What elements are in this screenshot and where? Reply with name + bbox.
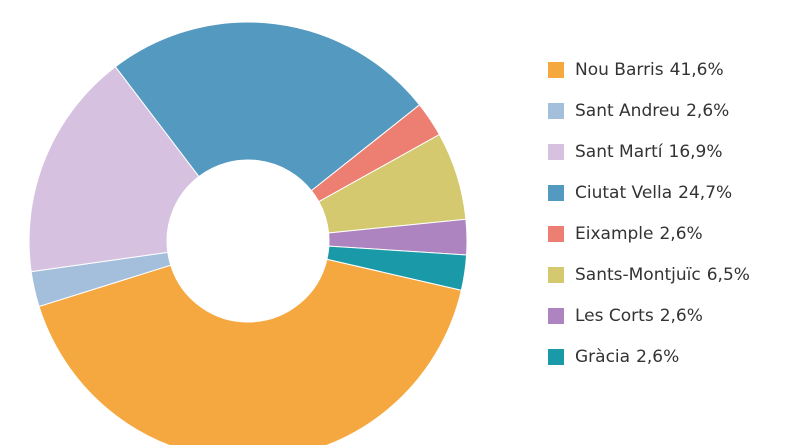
legend-name: Nou Barris bbox=[575, 60, 664, 80]
legend-name: Sant Martí bbox=[575, 142, 664, 162]
legend-label: Sants-Montjuïc 6,5% bbox=[575, 265, 750, 285]
legend-value: 2,6% bbox=[636, 347, 679, 367]
legend-label: Eixample 2,6% bbox=[575, 224, 703, 244]
legend-name: Sants-Montjuïc bbox=[575, 265, 701, 285]
legend-label: Nou Barris 41,6% bbox=[575, 60, 724, 80]
legend-name: Sant Andreu bbox=[575, 101, 680, 121]
legend-value: 16,9% bbox=[669, 142, 723, 162]
legend-swatch bbox=[548, 308, 564, 324]
legend-label: Ciutat Vella 24,7% bbox=[575, 183, 732, 203]
legend-swatch bbox=[548, 349, 564, 365]
legend-label: Les Corts 2,6% bbox=[575, 306, 703, 326]
legend-value: 41,6% bbox=[670, 60, 724, 80]
legend-swatch bbox=[548, 103, 564, 119]
legend-label: Sant Martí 16,9% bbox=[575, 142, 723, 162]
legend-swatch bbox=[548, 267, 564, 283]
donut-slice bbox=[28, 65, 200, 273]
legend-value: 2,6% bbox=[686, 101, 729, 121]
legend-name: Eixample bbox=[575, 224, 653, 244]
legend-swatch bbox=[548, 185, 564, 201]
legend-label: Gràcia 2,6% bbox=[575, 347, 679, 367]
donut-slice bbox=[38, 258, 462, 445]
legend-value: 2,6% bbox=[660, 306, 703, 326]
donut-slice bbox=[114, 21, 421, 192]
legend-name: Ciutat Vella bbox=[575, 183, 672, 203]
legend-name: Les Corts bbox=[575, 306, 654, 326]
legend-value: 6,5% bbox=[707, 265, 750, 285]
legend-value: 2,6% bbox=[659, 224, 702, 244]
legend-swatch bbox=[548, 62, 564, 78]
donut-slice bbox=[326, 245, 468, 291]
legend-value: 24,7% bbox=[678, 183, 732, 203]
legend-label: Sant Andreu 2,6% bbox=[575, 101, 729, 121]
legend-swatch bbox=[548, 144, 564, 160]
legend-name: Gràcia bbox=[575, 347, 630, 367]
legend-swatch bbox=[548, 226, 564, 242]
